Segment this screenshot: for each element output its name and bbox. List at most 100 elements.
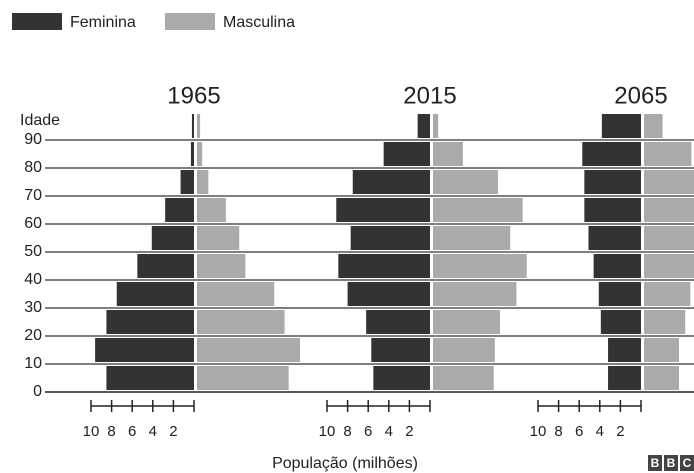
y-tick-label: 40 — [24, 271, 42, 288]
y-tick-label: 50 — [24, 243, 42, 260]
bar — [598, 282, 641, 306]
bar — [600, 310, 641, 334]
legend-swatch — [12, 13, 62, 30]
bar — [601, 114, 641, 138]
x-tick-label: 2 — [616, 423, 624, 440]
y-tick-label: 0 — [33, 383, 42, 400]
logo-box — [680, 455, 694, 471]
legend-swatch — [165, 13, 215, 30]
bar — [197, 170, 209, 194]
bar — [197, 142, 203, 166]
bar — [180, 170, 194, 194]
bar — [373, 366, 430, 390]
bar — [197, 282, 275, 306]
bar — [352, 170, 430, 194]
bar — [433, 226, 511, 250]
bar — [417, 114, 430, 138]
bar — [190, 142, 194, 166]
bar — [191, 114, 194, 138]
panel-title: 1965 — [167, 82, 220, 109]
bar — [433, 198, 523, 222]
x-tick-label: 4 — [149, 423, 157, 440]
bar — [433, 254, 527, 278]
x-tick-label: 4 — [385, 423, 393, 440]
x-tick-label: 10 — [530, 423, 547, 440]
logo-box — [648, 455, 662, 471]
bar — [593, 254, 641, 278]
x-tick-label: 2 — [169, 423, 177, 440]
bar — [644, 170, 694, 194]
logo-letter: C — [683, 456, 692, 470]
bar — [433, 170, 498, 194]
bar — [137, 254, 194, 278]
bar — [644, 254, 694, 278]
bar — [106, 310, 194, 334]
y-tick-label: 20 — [24, 327, 42, 344]
y-tick-label: 70 — [24, 187, 42, 204]
x-tick-label: 10 — [319, 423, 336, 440]
x-tick-label: 6 — [364, 423, 372, 440]
y-axis-label: Idade — [20, 112, 60, 129]
x-tick-label: 8 — [343, 423, 351, 440]
bar — [338, 254, 430, 278]
bar — [347, 282, 430, 306]
y-tick-label: 30 — [24, 299, 42, 316]
x-tick-label: 4 — [596, 423, 604, 440]
x-axis-label: População (milhões) — [272, 455, 418, 472]
bar — [582, 142, 641, 166]
bar — [197, 338, 300, 362]
bar — [584, 170, 641, 194]
y-tick-label: 90 — [24, 131, 42, 148]
x-tick-label: 8 — [107, 423, 115, 440]
bar — [116, 282, 194, 306]
bar — [336, 198, 430, 222]
panel-title: 2015 — [403, 82, 456, 109]
bar — [366, 310, 430, 334]
y-tick-label: 80 — [24, 159, 42, 176]
bar — [383, 142, 430, 166]
bar — [644, 142, 692, 166]
x-tick-label: 10 — [83, 423, 100, 440]
bar — [197, 198, 226, 222]
x-tick-label: 2 — [405, 423, 413, 440]
bar — [95, 338, 194, 362]
y-tick-label: 10 — [24, 355, 42, 372]
bar — [433, 310, 500, 334]
bar — [350, 226, 430, 250]
bar — [165, 198, 194, 222]
bar — [197, 226, 240, 250]
bar — [608, 338, 641, 362]
panel-title: 2065 — [614, 82, 667, 109]
legend-label: Masculina — [223, 14, 295, 31]
legend-label: Feminina — [70, 14, 136, 31]
x-tick-label: 8 — [554, 423, 562, 440]
bar — [197, 254, 246, 278]
bar — [106, 366, 194, 390]
bar — [433, 114, 439, 138]
y-tick-label: 60 — [24, 215, 42, 232]
logo-letter: B — [651, 456, 660, 470]
bar — [644, 198, 694, 222]
bar — [644, 226, 694, 250]
bar — [644, 282, 691, 306]
bar — [584, 198, 641, 222]
bar — [197, 366, 289, 390]
bar — [433, 142, 463, 166]
bar — [371, 338, 430, 362]
bar — [644, 114, 663, 138]
bar — [433, 338, 495, 362]
bar — [644, 366, 680, 390]
bar — [608, 366, 641, 390]
x-tick-label: 6 — [575, 423, 583, 440]
logo-box — [664, 455, 678, 471]
bar — [197, 310, 285, 334]
bar — [588, 226, 641, 250]
bar — [151, 226, 194, 250]
bar — [433, 282, 517, 306]
x-tick-label: 6 — [128, 423, 136, 440]
bar — [644, 310, 686, 334]
logo-letter: B — [667, 456, 676, 470]
bar — [433, 366, 494, 390]
